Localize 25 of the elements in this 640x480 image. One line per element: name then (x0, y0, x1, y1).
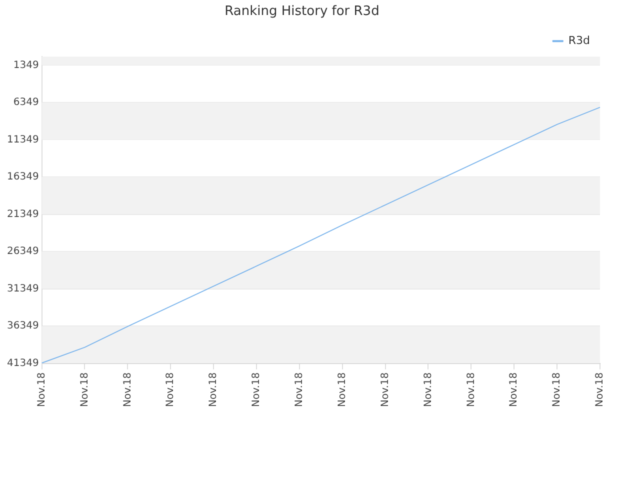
x-tick-label: Nov.18 (79, 372, 90, 408)
x-tick-label: Nov.18 (336, 372, 348, 408)
y-tick-label: 11349 (7, 134, 39, 146)
legend-label: R3d (568, 34, 590, 47)
x-tick-label: Nov.18 (165, 372, 176, 408)
y-tick-label: 31349 (7, 283, 39, 294)
x-tick-label: Nov.18 (594, 372, 606, 408)
y-tick-label: 21349 (7, 208, 39, 220)
x-tick-label: Nov.18 (294, 372, 306, 408)
x-tick-label: Nov.18 (422, 372, 434, 408)
y-tick-label: 26349 (7, 246, 39, 258)
x-tick-label: Nov.18 (36, 372, 48, 408)
chart-title: Ranking History for R3d (224, 4, 380, 20)
x-tick-label: Nov.18 (251, 372, 262, 408)
y-tick-label: 1349 (13, 60, 39, 71)
x-tick-label: Nov.18 (552, 372, 563, 408)
x-tick-label: Nov.18 (208, 372, 220, 408)
y-tick-label: 41349 (7, 358, 39, 369)
y-tick-label: 16349 (7, 172, 39, 183)
x-tick-label: Nov.18 (380, 372, 391, 408)
x-tick-label: Nov.18 (508, 372, 520, 408)
x-tick-label: Nov.18 (122, 372, 134, 408)
y-tick-label: 36349 (7, 320, 39, 332)
x-tick-label: Nov.18 (466, 372, 477, 408)
y-tick-label: 6349 (13, 97, 39, 108)
